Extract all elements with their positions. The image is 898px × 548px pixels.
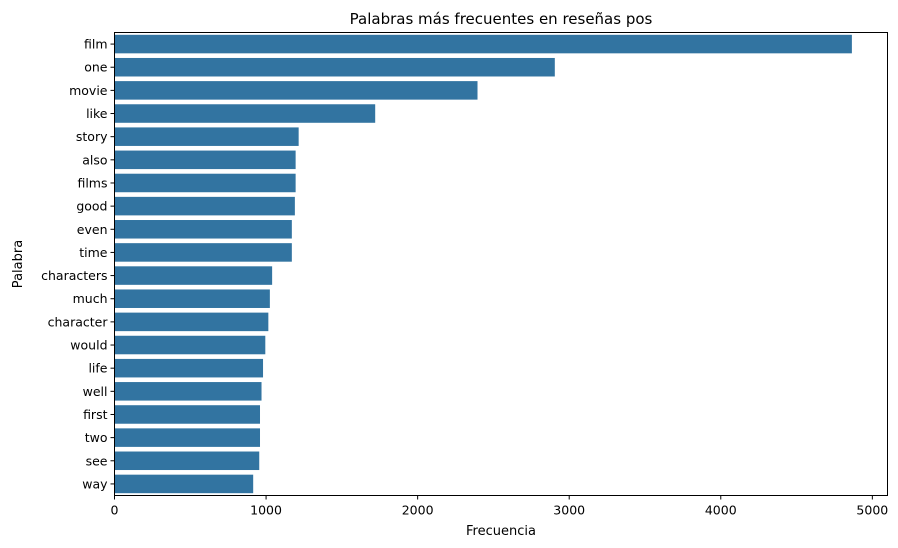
bar-one [114,57,555,77]
x-tick-label: 4000 [705,503,737,518]
bar-characters [114,266,273,285]
x-axis-ticks: 0 1000 2000 3000 4000 5000 [111,495,888,518]
bar-life [114,358,264,378]
bar-character [114,312,269,332]
y-tick-label: much [73,291,108,306]
bars-group [114,34,852,494]
y-tick-label: films [77,175,107,190]
bar-two [114,428,261,447]
bar-also [114,150,296,170]
bar-would [114,335,266,355]
y-tick-label: film [84,37,108,52]
y-tick-label: movie [69,83,108,98]
y-tick-label: like [86,106,108,121]
bar-films [114,173,296,193]
bar-good [114,196,295,216]
y-tick-label: first [83,407,108,422]
y-tick-label: even [77,222,108,237]
bar-story [114,127,299,146]
y-axis-ticks: film one movie like story also films good even ti… [41,37,115,491]
y-tick-label: two [85,430,108,445]
bar-first [114,405,261,424]
bar-movie [114,81,478,100]
y-tick-label: way [82,476,108,491]
x-tick-label: 0 [111,503,119,518]
bar-much [114,289,270,308]
x-tick-label: 1000 [250,503,282,518]
bar-well [114,382,262,401]
bar-way [114,474,254,494]
y-tick-label: characters [41,268,107,283]
bar-even [114,220,292,239]
bar-like [114,104,376,123]
y-axis-label: Palabra [11,240,26,288]
y-tick-label: life [88,361,107,376]
y-tick-label: one [84,60,108,75]
y-tick-label: good [76,199,107,214]
y-tick-label: well [83,384,108,399]
y-tick-label: also [82,152,107,167]
x-tick-label: 5000 [856,503,888,518]
y-tick-label: would [70,338,107,353]
y-tick-label: time [79,245,108,260]
bar-film [114,34,852,54]
plot-frame [114,32,888,496]
y-tick-label: story [76,129,108,144]
x-tick-label: 3000 [553,503,585,518]
x-axis-label: Frecuencia [466,524,536,539]
chart-title: Palabras más frecuentes en reseñas pos [350,10,653,28]
y-tick-label: character [48,314,109,329]
bar-see [114,451,260,471]
y-tick-label: see [86,453,108,468]
bar-time [114,243,292,262]
x-tick-label: 2000 [402,503,434,518]
